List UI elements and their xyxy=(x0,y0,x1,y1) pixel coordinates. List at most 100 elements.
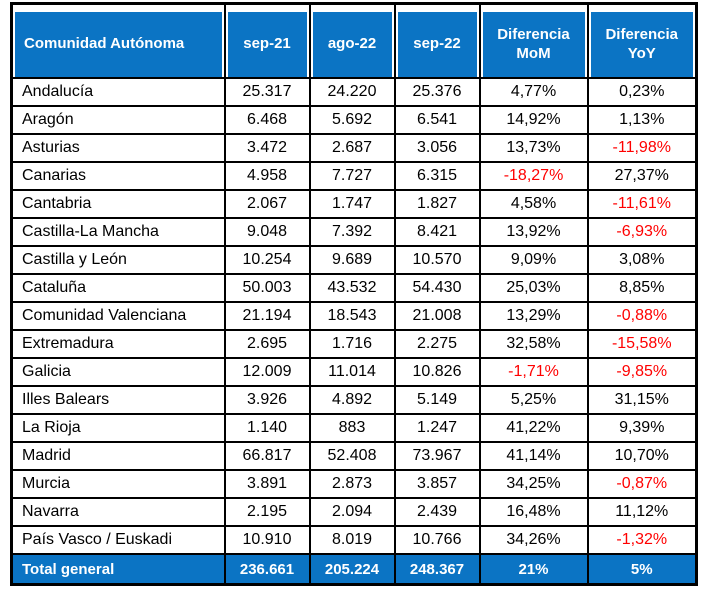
cell-sep22: 73.967 xyxy=(393,441,481,471)
cell-sep22: 8.421 xyxy=(393,217,481,247)
cell-ago22: 8.019 xyxy=(308,525,396,555)
table-row: Galicia 12.009 11.014 10.826 -1,71% -9,85% xyxy=(10,357,698,387)
cell-comunidad: Madrid xyxy=(10,441,226,471)
cell-ago22: 52.408 xyxy=(308,441,396,471)
cell-comunidad: Castilla y León xyxy=(10,245,226,275)
cell-sep22: 25.376 xyxy=(393,77,481,107)
total-row: Total general 236.661 205.224 248.367 21… xyxy=(10,553,698,586)
cell-ago22: 9.689 xyxy=(308,245,396,275)
cell-sep21: 3.472 xyxy=(223,133,311,163)
column-header-sep22: sep-22 xyxy=(393,2,481,79)
table-row: Asturias 3.472 2.687 3.056 13,73% -11,98% xyxy=(10,133,698,163)
cell-yoy: 27,37% xyxy=(586,161,698,191)
cell-yoy: 3,08% xyxy=(586,245,698,275)
cell-ago22: 2.687 xyxy=(308,133,396,163)
cell-yoy: -1,32% xyxy=(586,525,698,555)
total-cell-sep22: 248.367 xyxy=(393,553,481,586)
data-table: Comunidad Autónoma sep-21 ago-22 sep-22 … xyxy=(10,2,698,586)
cell-ago22: 24.220 xyxy=(308,77,396,107)
cell-mom: 9,09% xyxy=(478,245,589,275)
cell-sep21: 4.958 xyxy=(223,161,311,191)
cell-sep21: 2.067 xyxy=(223,189,311,219)
cell-ago22: 883 xyxy=(308,413,396,443)
cell-comunidad: Asturias xyxy=(10,133,226,163)
cell-yoy: -0,87% xyxy=(586,469,698,499)
cell-sep21: 66.817 xyxy=(223,441,311,471)
cell-comunidad: Extremadura xyxy=(10,329,226,359)
cell-mom: -1,71% xyxy=(478,357,589,387)
cell-sep21: 1.140 xyxy=(223,413,311,443)
cell-sep21: 3.891 xyxy=(223,469,311,499)
cell-sep22: 10.766 xyxy=(393,525,481,555)
cell-sep22: 5.149 xyxy=(393,385,481,415)
cell-sep22: 21.008 xyxy=(393,301,481,331)
table-row: Cantabria 2.067 1.747 1.827 4,58% -11,61% xyxy=(10,189,698,219)
cell-sep22: 6.315 xyxy=(393,161,481,191)
column-header-comunidad-label: Comunidad Autónoma xyxy=(15,12,222,77)
cell-comunidad: Canarias xyxy=(10,161,226,191)
total-label: Total general xyxy=(10,553,226,586)
table-row: Cataluña 50.003 43.532 54.430 25,03% 8,85% xyxy=(10,273,698,303)
cell-comunidad: Castilla-La Mancha xyxy=(10,217,226,247)
cell-mom: 5,25% xyxy=(478,385,589,415)
cell-comunidad: Illes Balears xyxy=(10,385,226,415)
table-row: Aragón 6.468 5.692 6.541 14,92% 1,13% xyxy=(10,105,698,135)
cell-mom: 34,26% xyxy=(478,525,589,555)
cell-sep22: 54.430 xyxy=(393,273,481,303)
cell-sep22: 10.570 xyxy=(393,245,481,275)
cell-sep21: 12.009 xyxy=(223,357,311,387)
cell-comunidad: La Rioja xyxy=(10,413,226,443)
cell-comunidad: Galicia xyxy=(10,357,226,387)
table-row: Navarra 2.195 2.094 2.439 16,48% 11,12% xyxy=(10,497,698,527)
table-row: Andalucía 25.317 24.220 25.376 4,77% 0,23% xyxy=(10,77,698,107)
cell-ago22: 7.727 xyxy=(308,161,396,191)
cell-ago22: 1.747 xyxy=(308,189,396,219)
cell-ago22: 18.543 xyxy=(308,301,396,331)
table-row: Comunidad Valenciana 21.194 18.543 21.008 13… xyxy=(10,301,698,331)
column-header-diferencia-yoy-label: Diferencia YoY xyxy=(590,12,693,77)
cell-yoy: 11,12% xyxy=(586,497,698,527)
table-row: Murcia 3.891 2.873 3.857 34,25% -0,87% xyxy=(10,469,698,499)
column-header-ago22-label: ago-22 xyxy=(312,12,392,77)
cell-comunidad: Cantabria xyxy=(10,189,226,219)
cell-yoy: 1,13% xyxy=(586,105,698,135)
total-cell-sep21: 236.661 xyxy=(223,553,311,586)
cell-sep21: 2.195 xyxy=(223,497,311,527)
column-header-comunidad: Comunidad Autónoma xyxy=(10,2,226,79)
cell-ago22: 43.532 xyxy=(308,273,396,303)
table-screenshot: Comunidad Autónoma sep-21 ago-22 sep-22 … xyxy=(10,2,698,586)
table-row: Castilla y León 10.254 9.689 10.570 9,09% 3,0… xyxy=(10,245,698,275)
table-row: País Vasco / Euskadi 10.910 8.019 10.766 34,… xyxy=(10,525,698,555)
cell-mom: -18,27% xyxy=(478,161,589,191)
cell-yoy: -11,61% xyxy=(586,189,698,219)
cell-sep21: 2.695 xyxy=(223,329,311,359)
cell-ago22: 5.692 xyxy=(308,105,396,135)
cell-sep21: 50.003 xyxy=(223,273,311,303)
cell-mom: 16,48% xyxy=(478,497,589,527)
column-header-sep22-label: sep-22 xyxy=(397,12,477,77)
cell-comunidad: Andalucía xyxy=(10,77,226,107)
cell-comunidad: Navarra xyxy=(10,497,226,527)
cell-yoy: -11,98% xyxy=(586,133,698,163)
cell-sep22: 1.827 xyxy=(393,189,481,219)
cell-sep22: 2.275 xyxy=(393,329,481,359)
cell-mom: 4,58% xyxy=(478,189,589,219)
cell-mom: 13,73% xyxy=(478,133,589,163)
cell-yoy: -15,58% xyxy=(586,329,698,359)
cell-mom: 34,25% xyxy=(478,469,589,499)
column-header-ago22: ago-22 xyxy=(308,2,396,79)
total-cell-mom: 21% xyxy=(478,553,589,586)
cell-mom: 4,77% xyxy=(478,77,589,107)
header-row: Comunidad Autónoma sep-21 ago-22 sep-22 … xyxy=(10,2,698,79)
cell-sep22: 2.439 xyxy=(393,497,481,527)
cell-sep21: 25.317 xyxy=(223,77,311,107)
table-row: La Rioja 1.140 883 1.247 41,22% 9,39% xyxy=(10,413,698,443)
cell-sep22: 3.857 xyxy=(393,469,481,499)
total-cell-yoy: 5% xyxy=(586,553,698,586)
cell-sep21: 10.254 xyxy=(223,245,311,275)
cell-sep22: 10.826 xyxy=(393,357,481,387)
cell-comunidad: Cataluña xyxy=(10,273,226,303)
cell-yoy: -6,93% xyxy=(586,217,698,247)
cell-sep22: 3.056 xyxy=(393,133,481,163)
table-row: Illes Balears 3.926 4.892 5.149 5,25% 31,15% xyxy=(10,385,698,415)
